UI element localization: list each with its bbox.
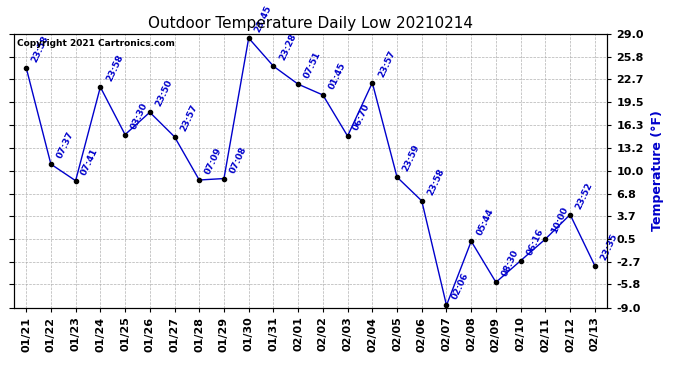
Text: 06:16: 06:16 (525, 227, 545, 256)
Text: 23:35: 23:35 (599, 232, 619, 261)
Text: 05:44: 05:44 (475, 207, 495, 237)
Text: 23:50: 23:50 (154, 78, 174, 108)
Text: 07:41: 07:41 (80, 147, 100, 177)
Text: 23:57: 23:57 (179, 103, 199, 133)
Y-axis label: Temperature (°F): Temperature (°F) (651, 110, 664, 231)
Text: 07:51: 07:51 (302, 50, 322, 80)
Text: 23:58: 23:58 (104, 53, 125, 83)
Text: 06:70: 06:70 (352, 102, 372, 132)
Text: 23:58: 23:58 (30, 34, 50, 63)
Text: 03:30: 03:30 (129, 101, 149, 130)
Text: 07:37: 07:37 (55, 130, 75, 160)
Text: 23:28: 23:28 (277, 32, 298, 62)
Text: 23:57: 23:57 (377, 49, 397, 79)
Text: 23:52: 23:52 (574, 181, 595, 210)
Text: 08:30: 08:30 (500, 249, 520, 278)
Text: 02:06: 02:06 (451, 272, 471, 301)
Title: Outdoor Temperature Daily Low 20210214: Outdoor Temperature Daily Low 20210214 (148, 16, 473, 31)
Text: 07:08: 07:08 (228, 145, 248, 174)
Text: 10:00: 10:00 (549, 206, 570, 235)
Text: 23:45: 23:45 (253, 4, 273, 34)
Text: Copyright 2021 Cartronics.com: Copyright 2021 Cartronics.com (17, 39, 175, 48)
Text: 23:59: 23:59 (401, 143, 422, 173)
Text: 23:58: 23:58 (426, 167, 446, 197)
Text: 01:45: 01:45 (327, 61, 347, 91)
Text: 07:09: 07:09 (204, 146, 224, 176)
